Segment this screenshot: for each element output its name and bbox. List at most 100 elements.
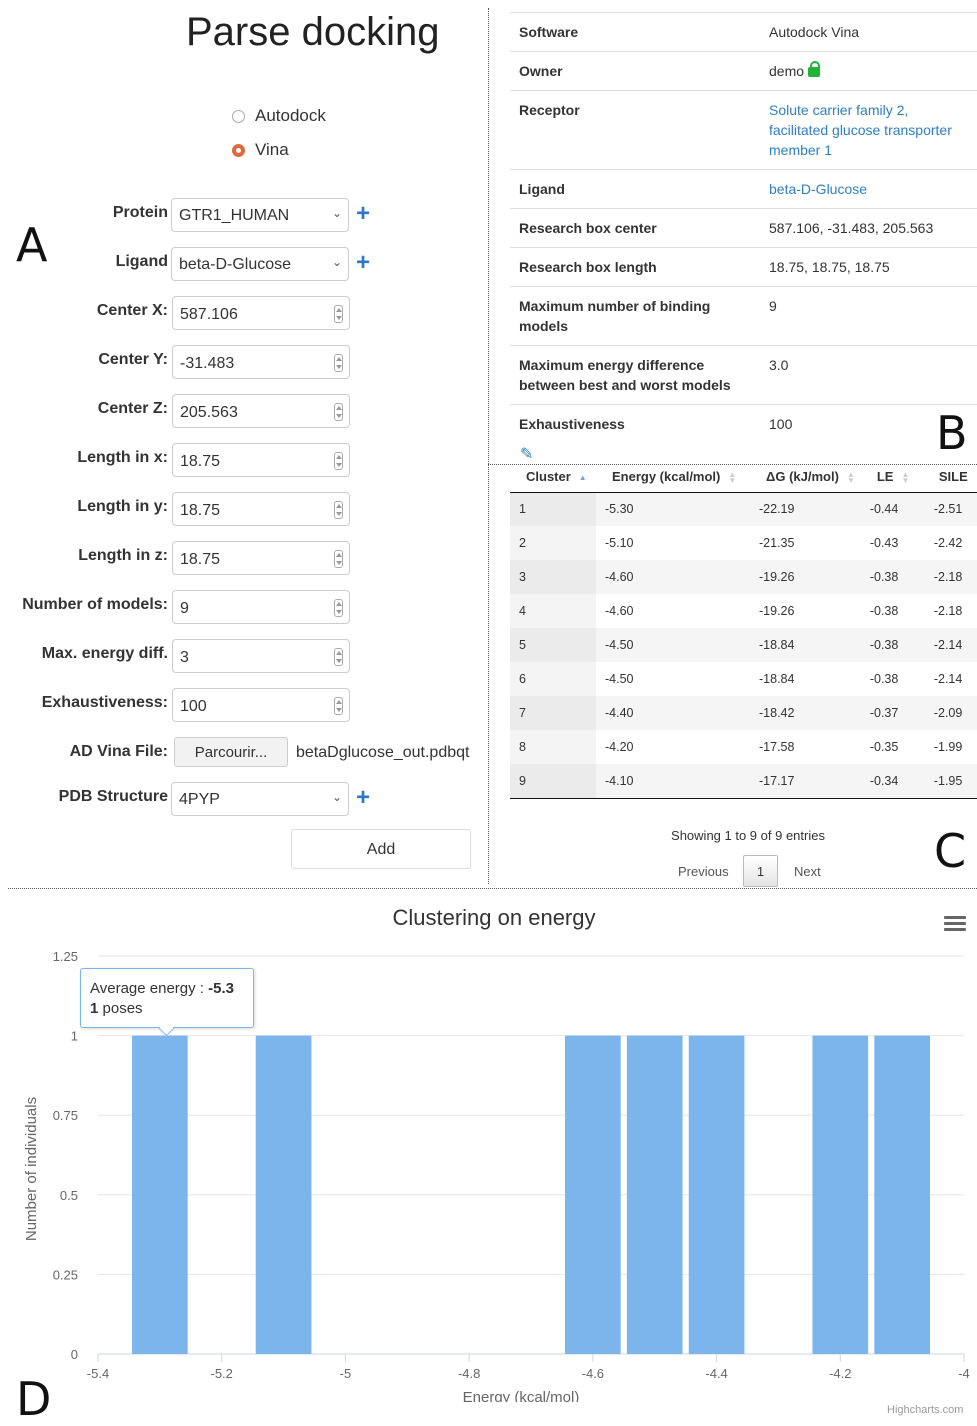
radio-vina-circle[interactable] bbox=[232, 143, 245, 157]
length-y-input[interactable]: 18.75 bbox=[172, 492, 350, 526]
max-energy-input[interactable]: 3 bbox=[172, 639, 350, 673]
column-header-delta-g[interactable]: ΔG (kJ/mol) ▲ ▼ bbox=[750, 462, 861, 493]
bar-5 bbox=[688, 1035, 745, 1354]
spinner-icon[interactable] bbox=[334, 550, 343, 568]
radio-autodock-circle[interactable] bbox=[232, 109, 245, 123]
table-row: 5 -4.50 -18.84 -0.38 -2.14 bbox=[510, 628, 977, 662]
detail-key: Research box center bbox=[510, 208, 760, 248]
table-cell: -4.60 bbox=[596, 560, 750, 594]
pdb-row: PDB Structure 4PYP ⌄ + bbox=[0, 782, 488, 816]
next-button[interactable]: Next bbox=[794, 864, 821, 879]
spinner-icon[interactable] bbox=[334, 305, 343, 323]
num-models-input[interactable]: 9 bbox=[172, 590, 350, 624]
pdb-select-value: 4PYP bbox=[179, 791, 220, 808]
center-x-value: 587.106 bbox=[180, 306, 238, 323]
receptor-link[interactable]: Solute carrier family 2, facilitated glu… bbox=[769, 102, 952, 158]
detail-value: 587.106, -31.483, 205.563 bbox=[760, 208, 977, 248]
column-header-energy[interactable]: Energy (kcal/mol) ▲ ▼ bbox=[596, 462, 750, 493]
add-button[interactable]: Add bbox=[291, 829, 471, 869]
spinner-icon[interactable] bbox=[334, 501, 343, 519]
tooltip-line-1: Average energy : -5.3 bbox=[90, 979, 244, 999]
x-tick-label: -5.4 bbox=[87, 1366, 109, 1381]
page-1-button[interactable]: 1 bbox=[743, 855, 778, 887]
table-cell: -4.60 bbox=[605, 604, 634, 618]
center-y-row: Center Y: -31.483 bbox=[0, 345, 488, 379]
exhaustiveness-value: 100 bbox=[180, 698, 207, 715]
length-z-row: Length in z: 18.75 bbox=[0, 541, 488, 575]
table-cell: -4.40 bbox=[596, 696, 750, 730]
previous-button[interactable]: Previous bbox=[678, 864, 729, 879]
exhaustiveness-row: Exhaustiveness: 100 bbox=[0, 688, 488, 722]
pencil-icon[interactable]: ✎ bbox=[520, 446, 534, 463]
exhaustiveness-input[interactable]: 100 bbox=[172, 688, 350, 722]
ligand-select-value: beta-D-Glucose bbox=[179, 256, 292, 273]
table-cell: -4.50 bbox=[596, 628, 750, 662]
vina-file-label: AD Vina File: bbox=[69, 743, 168, 760]
column-header-cluster[interactable]: Cluster ▲ bbox=[510, 462, 596, 493]
center-x-input[interactable]: 587.106 bbox=[172, 296, 350, 330]
column-header-label: SILE bbox=[938, 469, 968, 485]
spinner-icon[interactable] bbox=[334, 403, 343, 421]
table-cell: -2.18 bbox=[924, 560, 977, 594]
detail-value: Autodock Vina bbox=[760, 12, 977, 52]
chevron-down-icon: ⌄ bbox=[331, 255, 342, 269]
results-table: Cluster ▲ Energy (kcal/mol) ▲ ▼ ΔG (kJ/mol)… bbox=[510, 462, 977, 799]
table-row: 3 -4.60 -19.26 -0.38 -2.18 bbox=[510, 560, 977, 594]
hamburger-menu-icon[interactable] bbox=[944, 916, 966, 932]
table-row: 9 -4.10 -17.17 -0.34 -1.95 bbox=[510, 764, 977, 799]
divider-top-bottom bbox=[8, 888, 977, 889]
add-ligand-plus-icon[interactable]: + bbox=[356, 249, 371, 276]
pdb-select[interactable]: 4PYP ⌄ bbox=[171, 782, 349, 816]
pdb-label: PDB Structure bbox=[58, 788, 168, 805]
spinner-icon[interactable] bbox=[334, 648, 343, 666]
center-y-input[interactable]: -31.483 bbox=[172, 345, 350, 379]
x-tick-label: -4.4 bbox=[705, 1366, 727, 1381]
chart-tooltip: Average energy : -5.3 1 poses bbox=[80, 968, 254, 1028]
x-tick-label: -4.6 bbox=[582, 1366, 604, 1381]
radio-autodock-label: Autodock bbox=[255, 106, 326, 125]
length-z-value: 18.75 bbox=[180, 551, 221, 568]
length-z-input[interactable]: 18.75 bbox=[172, 541, 350, 575]
browse-button[interactable]: Parcourir... bbox=[174, 737, 288, 767]
vertical-divider bbox=[488, 8, 489, 884]
max-energy-value: 3 bbox=[180, 649, 189, 666]
ligand-select[interactable]: beta-D-Glucose ⌄ bbox=[171, 247, 349, 281]
table-cell: -2.14 bbox=[924, 628, 977, 662]
table-cell: -2.18 bbox=[933, 604, 963, 618]
x-tick-label: -4 bbox=[958, 1366, 970, 1381]
column-header-sile[interactable]: SILE bbox=[924, 462, 977, 493]
protein-select[interactable]: GTR1_HUMAN ⌄ bbox=[171, 198, 349, 232]
length-x-input[interactable]: 18.75 bbox=[172, 443, 350, 477]
add-pdb-plus-icon[interactable]: + bbox=[356, 784, 371, 811]
y-tick-label: 1.25 bbox=[53, 949, 78, 964]
radio-vina[interactable]: Vina bbox=[232, 140, 289, 160]
column-header-le[interactable]: LE ▲ ▼ bbox=[860, 462, 925, 493]
highcharts-credits[interactable]: Highcharts.com bbox=[887, 1404, 964, 1416]
add-protein-plus-icon[interactable]: + bbox=[356, 200, 371, 227]
detail-value: 9 bbox=[760, 286, 977, 346]
num-models-label: Number of models: bbox=[22, 596, 168, 613]
x-tick-label: -4.8 bbox=[458, 1366, 480, 1381]
spinner-icon[interactable] bbox=[334, 354, 343, 372]
radio-autodock[interactable]: Autodock bbox=[232, 106, 326, 126]
detail-row-software: Software Autodock Vina bbox=[510, 12, 977, 52]
detail-value: 3.0 bbox=[760, 345, 977, 405]
sort-icon: ▲ ▼ bbox=[846, 469, 855, 485]
x-tick-label: -5.2 bbox=[211, 1366, 233, 1381]
length-x-value: 18.75 bbox=[180, 453, 221, 470]
center-z-input[interactable]: 205.563 bbox=[172, 394, 350, 428]
spinner-icon[interactable] bbox=[334, 697, 343, 715]
table-row: 6 -4.50 -18.84 -0.38 -2.14 bbox=[510, 662, 977, 696]
lock-icon bbox=[808, 61, 821, 77]
table-cell: 8 bbox=[510, 730, 596, 764]
spinner-icon[interactable] bbox=[334, 452, 343, 470]
ligand-link[interactable]: beta-D-Glucose bbox=[769, 181, 868, 197]
length-x-label: Length in x: bbox=[77, 449, 168, 466]
panel-label-c: C bbox=[934, 824, 967, 878]
table-cell: -1.99 bbox=[933, 740, 963, 754]
table-cell: -21.35 bbox=[759, 536, 795, 550]
spinner-icon[interactable] bbox=[334, 599, 343, 617]
y-tick-label: 0 bbox=[71, 1347, 78, 1362]
length-z-label: Length in z: bbox=[78, 547, 168, 564]
table-cell: -22.19 bbox=[750, 492, 861, 526]
